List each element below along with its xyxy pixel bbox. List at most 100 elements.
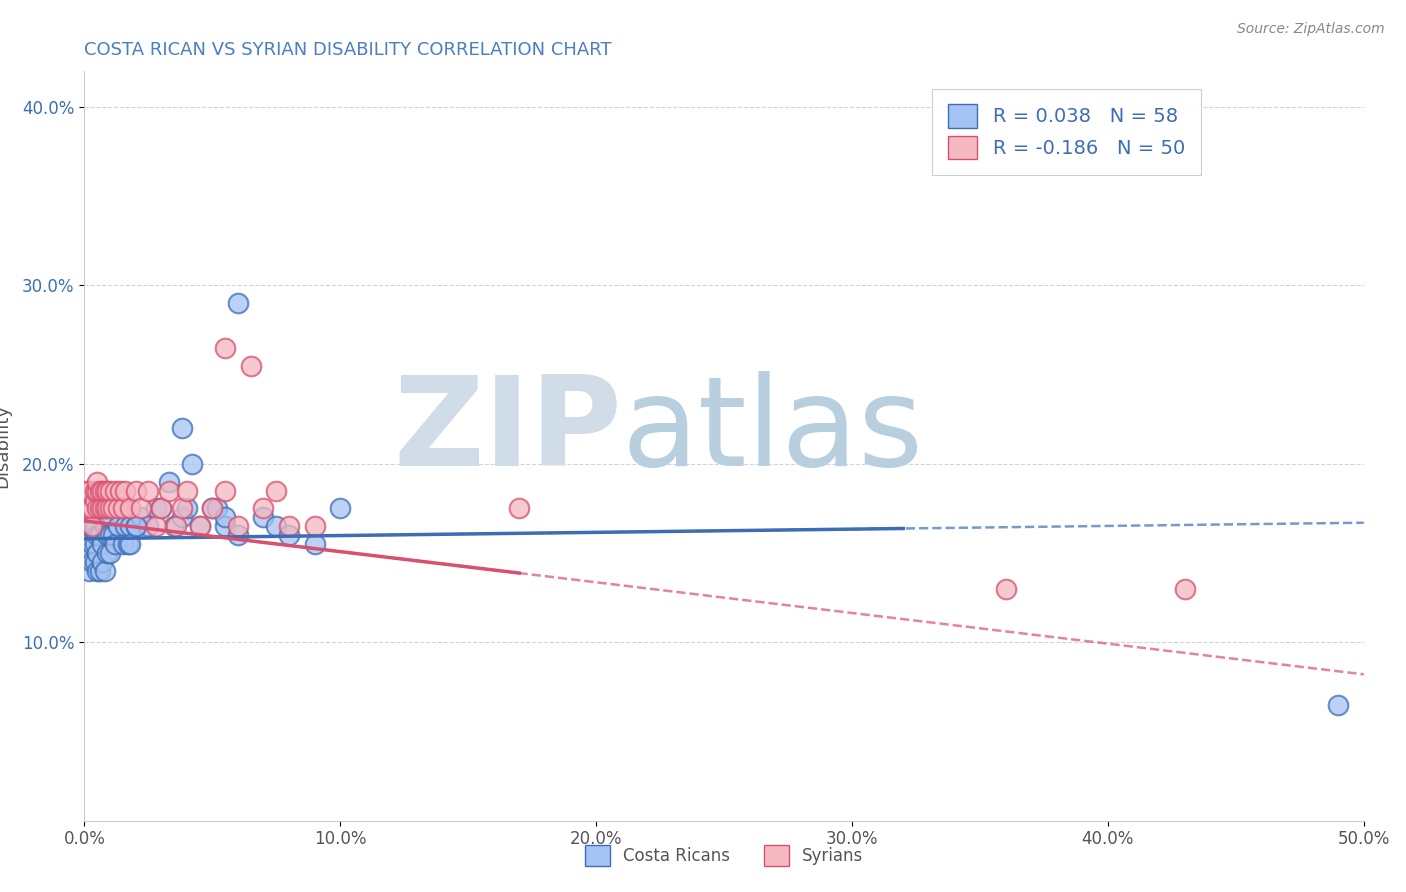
Point <box>86 564 108 578</box>
Point <box>83 483 105 498</box>
Point <box>252 501 274 516</box>
Point <box>170 421 193 435</box>
Point <box>79 501 101 516</box>
Point <box>129 501 152 516</box>
Point <box>80 519 103 533</box>
Point <box>226 296 249 310</box>
Point <box>98 546 121 560</box>
Point <box>264 519 288 533</box>
Point <box>124 519 146 533</box>
Point <box>89 564 111 578</box>
Point <box>138 519 160 533</box>
Text: COSTA RICAN VS SYRIAN DISABILITY CORRELATION CHART: COSTA RICAN VS SYRIAN DISABILITY CORRELA… <box>84 41 612 59</box>
Point <box>79 483 101 498</box>
Point <box>304 537 326 551</box>
Point <box>180 457 202 471</box>
Point <box>86 501 108 516</box>
Point <box>80 555 103 569</box>
Point <box>86 483 108 498</box>
Point <box>188 519 211 533</box>
Point <box>114 519 136 533</box>
Point <box>91 537 114 551</box>
Point <box>89 501 111 516</box>
Point <box>138 483 160 498</box>
Point <box>207 501 229 516</box>
Point <box>83 555 105 569</box>
Point <box>264 483 288 498</box>
Point <box>108 483 131 498</box>
Point <box>104 537 127 551</box>
Point <box>129 510 152 524</box>
Point <box>120 501 142 516</box>
Point <box>201 501 224 516</box>
Point <box>80 537 103 551</box>
Point <box>252 510 274 524</box>
Point <box>79 546 101 560</box>
Point <box>214 483 236 498</box>
Point <box>76 501 98 516</box>
Point <box>91 501 114 516</box>
Point <box>101 501 124 516</box>
Point <box>91 555 114 569</box>
Point <box>170 510 193 524</box>
Text: Source: ZipAtlas.com: Source: ZipAtlas.com <box>1237 22 1385 37</box>
Point <box>214 341 236 355</box>
Point <box>226 519 249 533</box>
Point <box>1174 582 1197 596</box>
Point <box>89 528 111 542</box>
Point <box>83 492 105 507</box>
Point <box>124 483 146 498</box>
Point <box>176 501 198 516</box>
Point <box>96 483 118 498</box>
Point <box>108 501 131 516</box>
Point <box>91 483 114 498</box>
Point <box>176 483 198 498</box>
Point <box>79 564 101 578</box>
Point <box>157 483 180 498</box>
Point <box>98 483 121 498</box>
Point <box>94 501 117 516</box>
Point <box>304 519 326 533</box>
Point <box>994 582 1017 596</box>
Text: atlas: atlas <box>621 370 924 491</box>
Point <box>86 475 108 489</box>
Point <box>120 537 142 551</box>
Point <box>1327 698 1350 712</box>
Point <box>89 483 111 498</box>
Point <box>508 501 530 516</box>
Point <box>214 510 236 524</box>
Point <box>278 519 301 533</box>
Point <box>150 501 173 516</box>
Point <box>145 519 167 533</box>
Point <box>98 501 121 516</box>
Point <box>94 483 117 498</box>
Point <box>163 519 186 533</box>
Point <box>114 483 136 498</box>
Point <box>145 501 167 516</box>
Point <box>76 483 98 498</box>
Point <box>80 519 103 533</box>
Point <box>329 501 352 516</box>
Point <box>96 528 118 542</box>
Point <box>226 528 249 542</box>
Point <box>86 528 108 542</box>
Point <box>120 519 142 533</box>
Point <box>76 528 98 542</box>
Point <box>170 501 193 516</box>
Legend: Costa Ricans, Syrians: Costa Ricans, Syrians <box>578 838 870 872</box>
Point <box>111 537 134 551</box>
Point <box>96 546 118 560</box>
Point <box>124 519 146 533</box>
Point <box>201 501 224 516</box>
Point <box>94 519 117 533</box>
Point <box>111 501 134 516</box>
Point <box>117 537 139 551</box>
Point <box>94 564 117 578</box>
Point <box>239 359 262 373</box>
Point <box>214 519 236 533</box>
Point <box>101 528 124 542</box>
Point <box>157 475 180 489</box>
Point <box>86 546 108 560</box>
Point <box>166 519 188 533</box>
Point <box>83 537 105 551</box>
